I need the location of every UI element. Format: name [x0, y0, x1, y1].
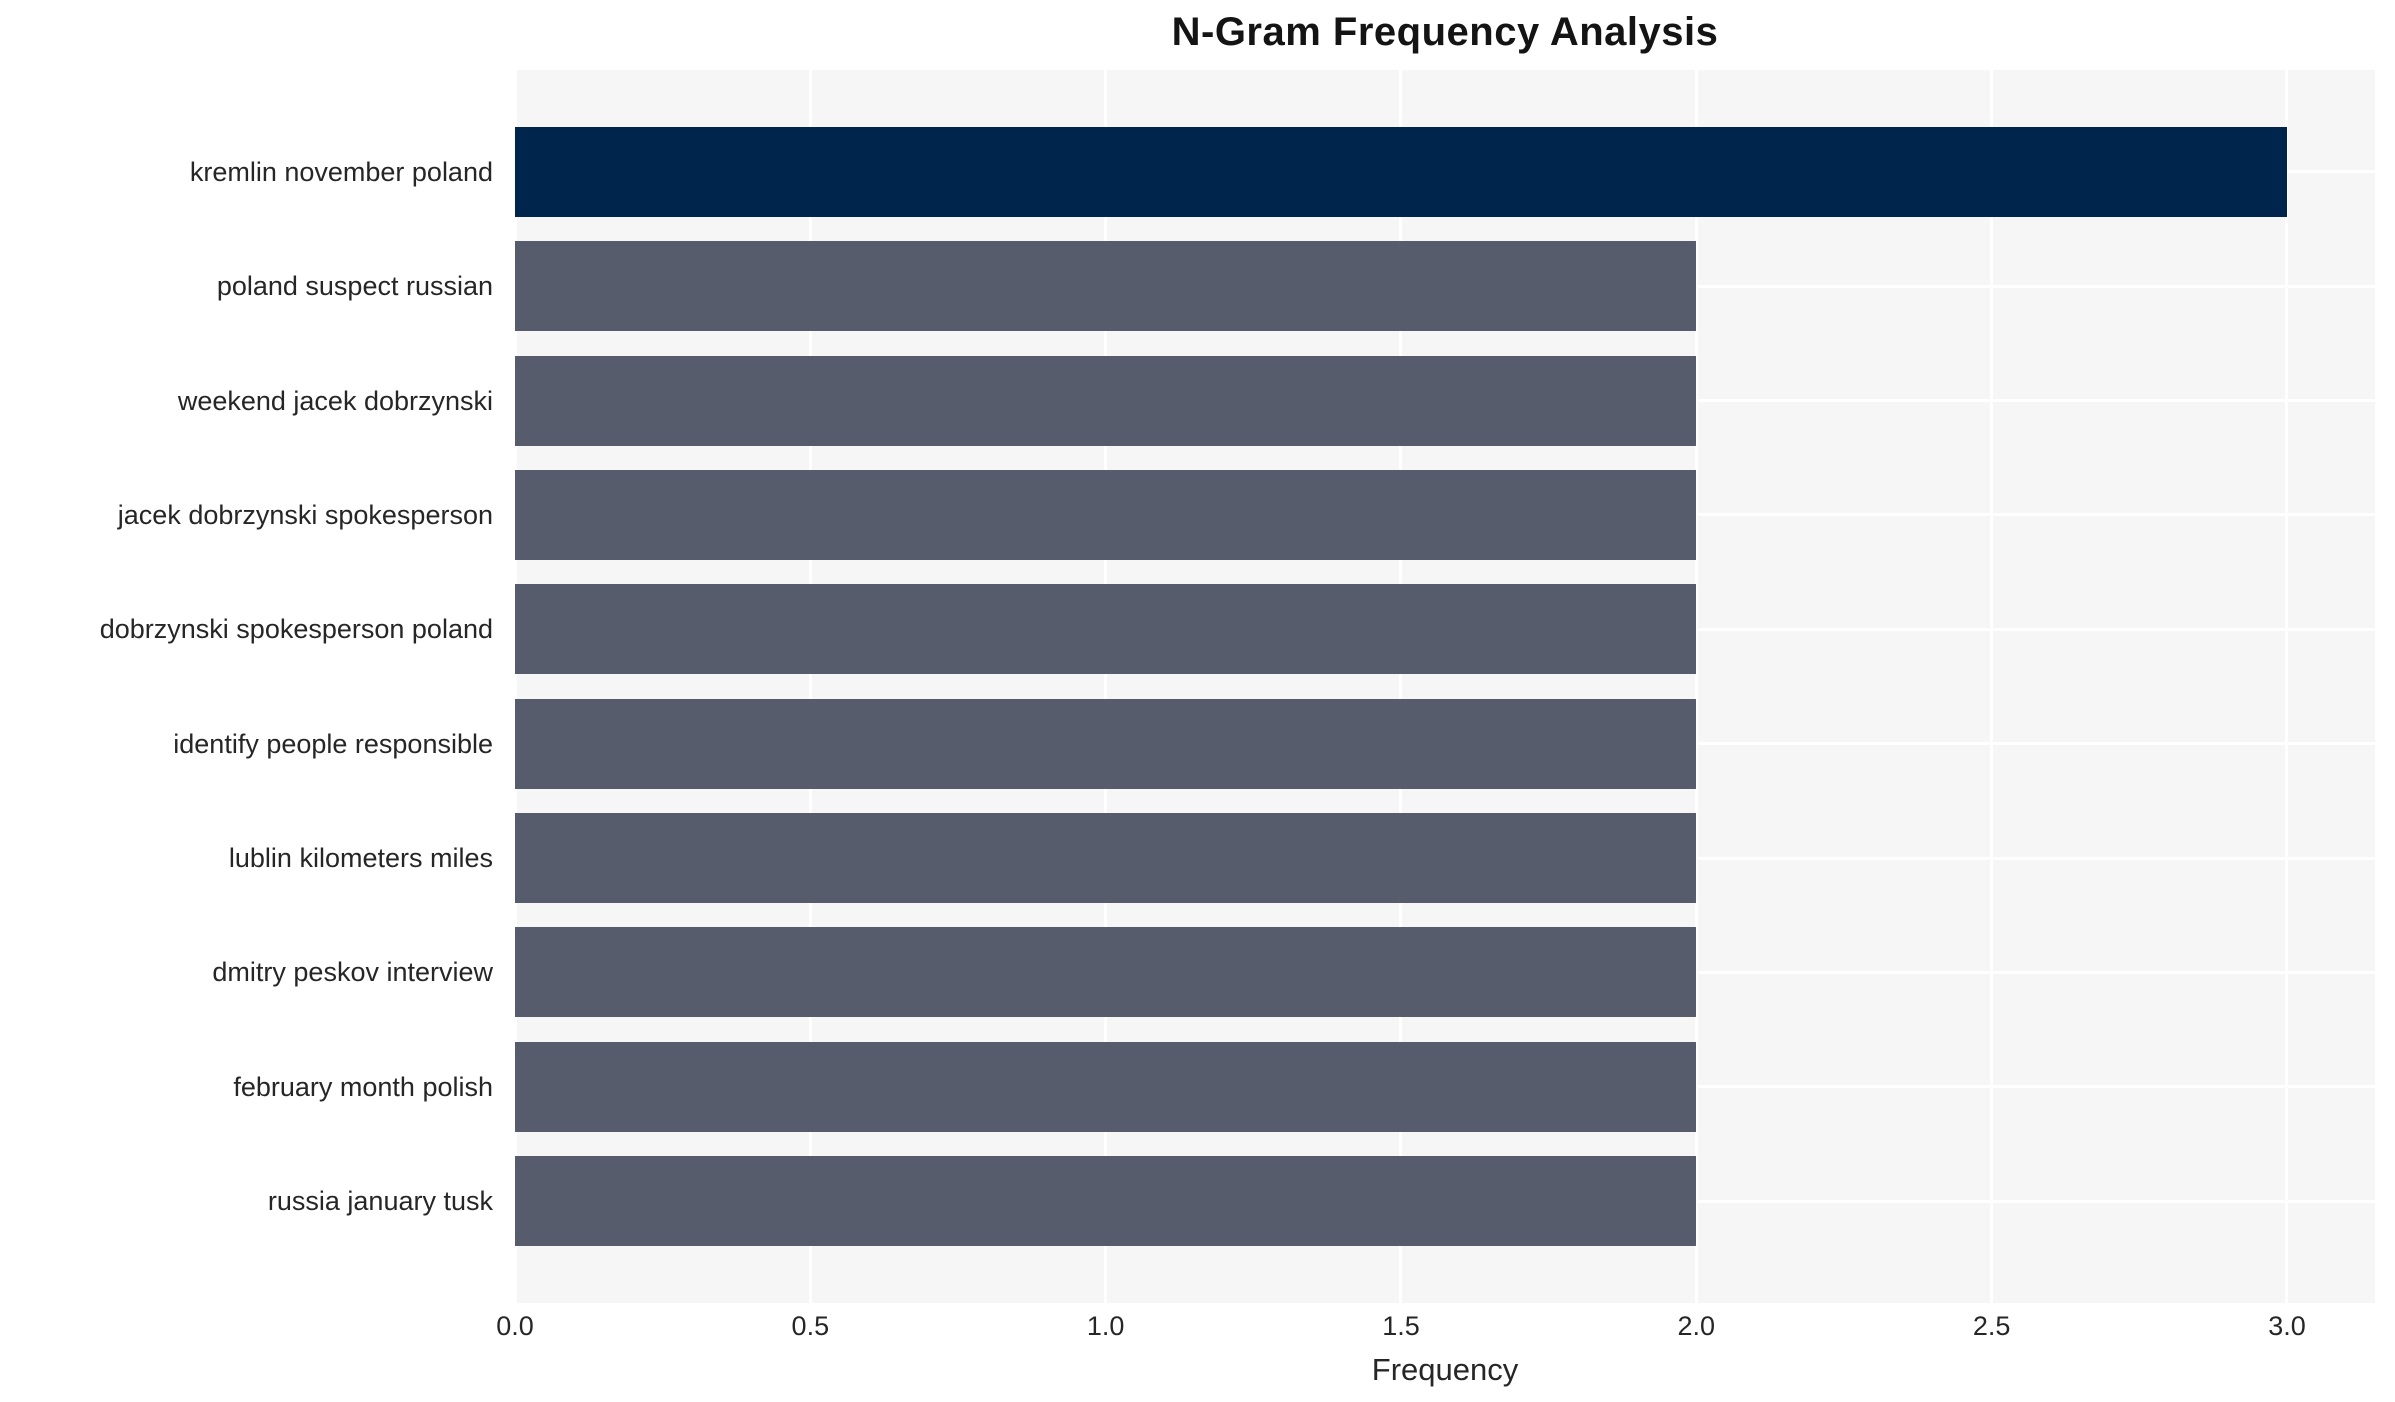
bar — [515, 469, 1697, 560]
y-tick-label: identify people responsible — [173, 728, 493, 759]
bar — [515, 126, 2287, 217]
y-tick-label: poland suspect russian — [216, 271, 493, 302]
x-gridline — [1990, 70, 1994, 1303]
y-tick-label: dobrzynski spokesperson poland — [99, 614, 493, 645]
bar — [515, 355, 1697, 446]
x-tick-label: 3.0 — [2268, 1311, 2306, 1341]
y-tick-label: lublin kilometers miles — [228, 843, 493, 873]
bar — [515, 698, 1697, 789]
x-axis: 0.0 0.5 1.0 1.5 2.0 2.5 3.0 — [496, 1303, 2375, 1348]
x-tick-label: 2.5 — [1972, 1311, 2011, 1341]
y-axis: kremlin november poland poland suspect ru… — [0, 70, 505, 1303]
chart-title: N-Gram Frequency Analysis — [1171, 10, 1719, 54]
y-tick-label: jacek dobrzynski spokesperson — [117, 499, 493, 530]
bar — [515, 1041, 1697, 1132]
bar — [515, 927, 1697, 1018]
x-gridline — [1104, 70, 1108, 1303]
bar — [515, 241, 1697, 332]
y-tick-label: weekend jacek dobrzynski — [177, 385, 493, 416]
y-tick-label: dmitry peskov interview — [212, 957, 493, 988]
x-tick-label: 1.0 — [1086, 1311, 1125, 1341]
x-gridline — [2285, 70, 2289, 1303]
bar — [515, 584, 1697, 675]
y-tick-label: russia january tusk — [267, 1186, 493, 1217]
y-tick-label: february month polish — [233, 1071, 493, 1102]
plot-area — [513, 70, 2375, 1303]
x-gridline — [513, 70, 517, 1303]
x-tick-label: 0.5 — [791, 1311, 830, 1341]
bar — [515, 813, 1697, 903]
x-gridline — [1399, 70, 1403, 1303]
x-gridline — [808, 70, 812, 1303]
y-tick-label: kremlin november poland — [189, 156, 493, 187]
x-axis-title: Frequency — [1371, 1352, 1519, 1387]
x-gridline — [1694, 70, 1698, 1303]
bar — [515, 1156, 1697, 1247]
x-tick-label: 1.5 — [1382, 1311, 1420, 1341]
x-tick-label: 0.0 — [496, 1311, 534, 1341]
x-tick-label: 2.0 — [1677, 1311, 1716, 1341]
